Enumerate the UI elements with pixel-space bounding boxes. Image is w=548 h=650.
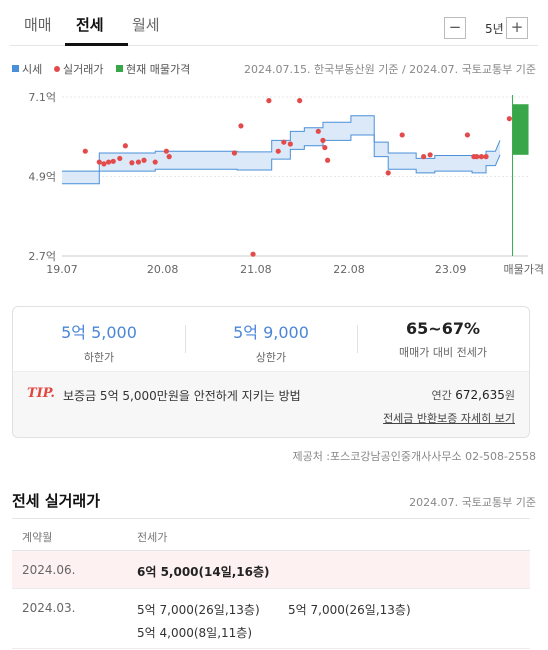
divider	[357, 325, 358, 353]
high-price-label: 상한가	[255, 351, 287, 364]
divider	[185, 325, 186, 353]
tab-sale[interactable]: 매매	[24, 16, 52, 34]
transaction-point	[325, 157, 331, 163]
transaction-point	[320, 137, 326, 143]
transaction-point	[322, 144, 328, 151]
transaction-point	[287, 141, 293, 147]
legend-item-market-price: 시세	[12, 61, 42, 77]
summary-low: 5억 5,000 하한가	[13, 319, 185, 365]
transactions-title: 전세 실거래가	[12, 492, 101, 510]
transaction-point	[141, 157, 147, 163]
transaction-point	[163, 148, 169, 154]
active-tab-indicator	[65, 43, 128, 46]
x-tick-label: 23.09	[435, 263, 467, 276]
transaction-point	[106, 159, 112, 165]
chart-source: 2024.07.15. 한국부동산원 기준 / 2024.07. 국토교통부 기…	[244, 63, 536, 76]
transaction-point	[122, 143, 128, 149]
transaction-point	[421, 154, 427, 160]
transaction-point	[399, 132, 405, 138]
transaction-point	[231, 150, 238, 156]
row-deal: 5억 7,000(26일,13층)	[288, 603, 411, 617]
table-header: 계약월 전세가	[12, 518, 530, 551]
price-summary-card: 5억 5,000 하한가 5억 9,000 상한가 65~67% 매매가 대비 …	[12, 306, 530, 438]
x-tick-label: 19.07	[46, 263, 78, 276]
transaction-point	[478, 154, 484, 160]
period-increase-button[interactable]: +	[506, 17, 528, 39]
high-price-value: 5억 9,000	[233, 323, 309, 342]
transaction-point	[129, 160, 135, 166]
transaction-point	[427, 152, 433, 158]
legend-item-actual-price: 실거래가	[54, 61, 103, 77]
legend-swatch-square-icon	[116, 65, 123, 72]
transactions-table: 계약월 전세가 2024.06. 6억 5,000(14일,16층) 2024.…	[12, 518, 530, 649]
listing-price-range	[512, 104, 529, 155]
transaction-point	[238, 123, 244, 129]
x-tick-label: 22.08	[333, 263, 365, 276]
header-jeonse-price: 전세가	[137, 531, 168, 544]
transaction-point	[82, 148, 88, 154]
tab-monthly-rent[interactable]: 월세	[132, 16, 160, 34]
market-price-lower-line	[62, 134, 501, 185]
jeonse-ratio-value: 65~67%	[406, 319, 480, 338]
transaction-point	[297, 98, 303, 104]
legend-item-listing-price: 현재 매물가격	[116, 61, 190, 77]
transactions-source: 2024.07. 국토교통부 기준	[409, 496, 536, 509]
tip-bar: TIP. 보증금 5억 5,000만원을 안전하게 지키는 방법 연간 672,…	[13, 371, 529, 437]
jeonse-ratio-label: 매매가 대비 전세가	[399, 346, 487, 359]
x-tick-label: 20.08	[147, 263, 179, 276]
transaction-point	[474, 154, 480, 160]
row-deal: 5억 7,000(26일,13층)	[137, 603, 260, 617]
x-tick-label: 21.08	[240, 263, 272, 276]
row-deal: 6억 5,000(14일,16층)	[137, 565, 270, 579]
transaction-point	[135, 159, 142, 165]
legend-swatch-square-icon	[12, 65, 19, 72]
transaction-point	[152, 159, 158, 165]
tab-jeonse[interactable]: 전세	[76, 16, 104, 34]
legend-swatch-dot-icon	[54, 66, 60, 72]
low-price-value: 5억 5,000	[61, 323, 137, 342]
row-date: 2024.03.	[22, 601, 76, 615]
transaction-point	[385, 170, 391, 176]
summary-high: 5억 9,000 상한가	[185, 319, 357, 365]
tip-tag: TIP.	[27, 386, 55, 401]
transaction-point	[250, 251, 256, 257]
transaction-point	[506, 116, 512, 122]
period-decrease-button[interactable]: −	[444, 17, 466, 39]
annual-fee: 연간 672,635원	[431, 388, 516, 402]
x-tick-label: 매물가격	[504, 263, 544, 276]
transaction-point	[281, 139, 287, 145]
transaction-point	[96, 159, 102, 165]
table-row: 2024.06. 6억 5,000(14일,16층)	[12, 551, 530, 589]
transaction-point	[483, 154, 489, 160]
transaction-point	[166, 154, 172, 160]
trade-type-tabs: 매매 전세 월세 − 5년 +	[10, 0, 538, 46]
row-date: 2024.06.	[22, 563, 76, 577]
tip-text: 보증금 5억 5,000만원을 안전하게 지키는 방법	[63, 389, 301, 403]
guarantee-details-link[interactable]: 전세금 반환보증 자세히 보기	[383, 412, 515, 425]
transaction-point	[110, 158, 116, 164]
low-price-label: 하한가	[83, 351, 115, 364]
header-contract-month: 계약월	[22, 531, 53, 544]
transaction-point	[275, 148, 281, 154]
transaction-point	[315, 128, 321, 134]
table-row: 2024.03. 5억 7,000(26일,13층) 5억 7,000(26일,…	[12, 589, 530, 649]
period-value: 5년	[485, 22, 504, 36]
listing-provider: 제공처 :포스코강남공인중개사사무소 02-508-2558	[292, 450, 536, 463]
row-deal: 5억 4,000(8일,11층)	[137, 626, 253, 640]
transaction-point	[101, 161, 107, 167]
y-tick-label: 4.9억	[28, 171, 56, 184]
y-tick-label: 2.7억	[28, 250, 56, 263]
summary-ratio: 65~67% 매매가 대비 전세가	[357, 319, 529, 360]
transaction-point	[117, 155, 123, 162]
market-price-band	[62, 115, 501, 184]
y-tick-label: 7.1억	[28, 91, 56, 104]
transaction-point	[266, 98, 272, 104]
transaction-point	[464, 132, 471, 138]
annual-fee-value: 672,635	[455, 388, 505, 402]
